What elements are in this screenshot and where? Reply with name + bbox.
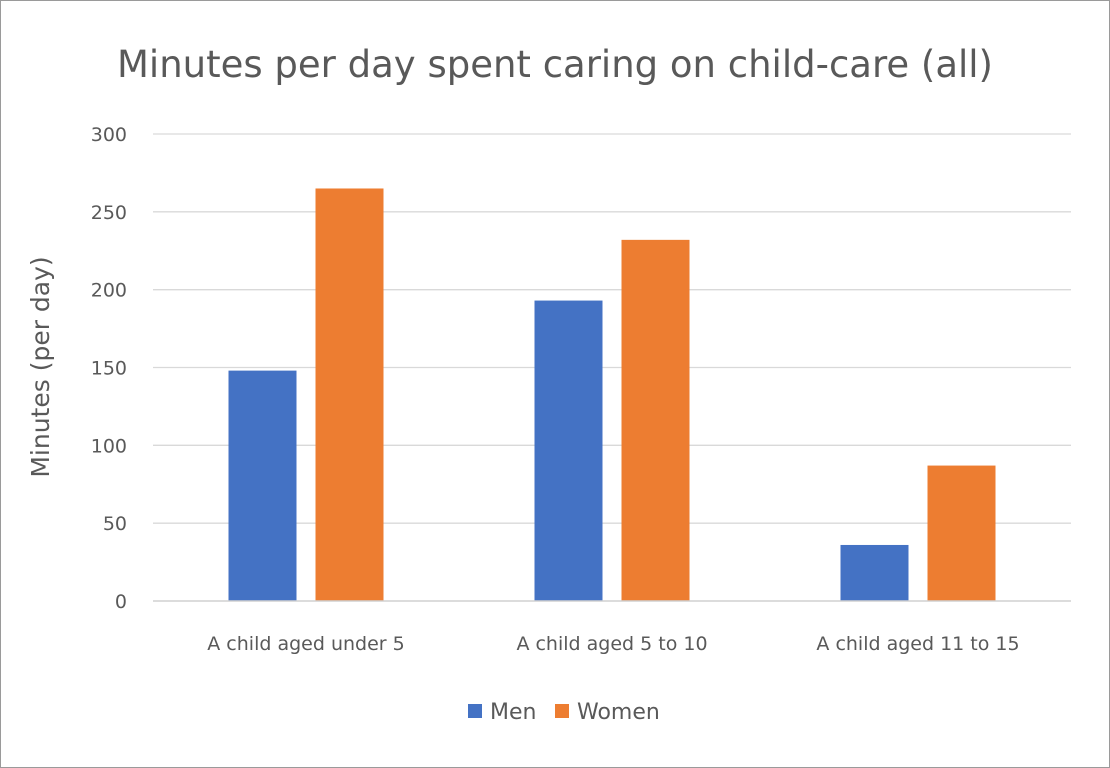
legend-swatch-women [555,704,569,718]
gridlines [153,133,1071,524]
legend-item-women: Women [555,700,660,725]
x-category-label-1: A child aged under 5 [207,633,404,655]
bar-men-1 [228,370,297,601]
legend-label-men: Men [490,700,536,725]
bar-men-3 [840,544,909,601]
y-tick-label-150: 150 [91,358,127,380]
legend-swatch-men [468,704,482,718]
bars [228,188,996,601]
legend-label-women: Women [577,700,660,725]
y-tick-label-0: 0 [115,591,127,613]
legend-item-men: Men [468,700,536,725]
bar-men-2 [534,300,603,601]
y-tick-label-250: 250 [91,202,127,224]
y-axis-title: Minutes (per day) [26,256,55,477]
chart-title: Minutes per day spent caring on child-ca… [117,43,993,86]
y-tick-label-100: 100 [91,435,127,457]
y-tick-label-300: 300 [91,124,127,146]
bar-women-3 [927,465,996,601]
bar-women-2 [621,239,690,601]
x-category-label-2: A child aged 5 to 10 [516,633,707,655]
bar-women-1 [315,188,384,601]
x-category-label-3: A child aged 11 to 15 [816,633,1019,655]
x-axis-labels: A child aged under 5 A child aged 5 to 10… [207,633,1019,655]
y-tick-label-200: 200 [91,280,127,302]
legend: Men Women [468,700,660,725]
y-tick-label-50: 50 [103,513,127,535]
y-axis-ticks: 0 50 100 150 200 250 300 [91,124,127,613]
